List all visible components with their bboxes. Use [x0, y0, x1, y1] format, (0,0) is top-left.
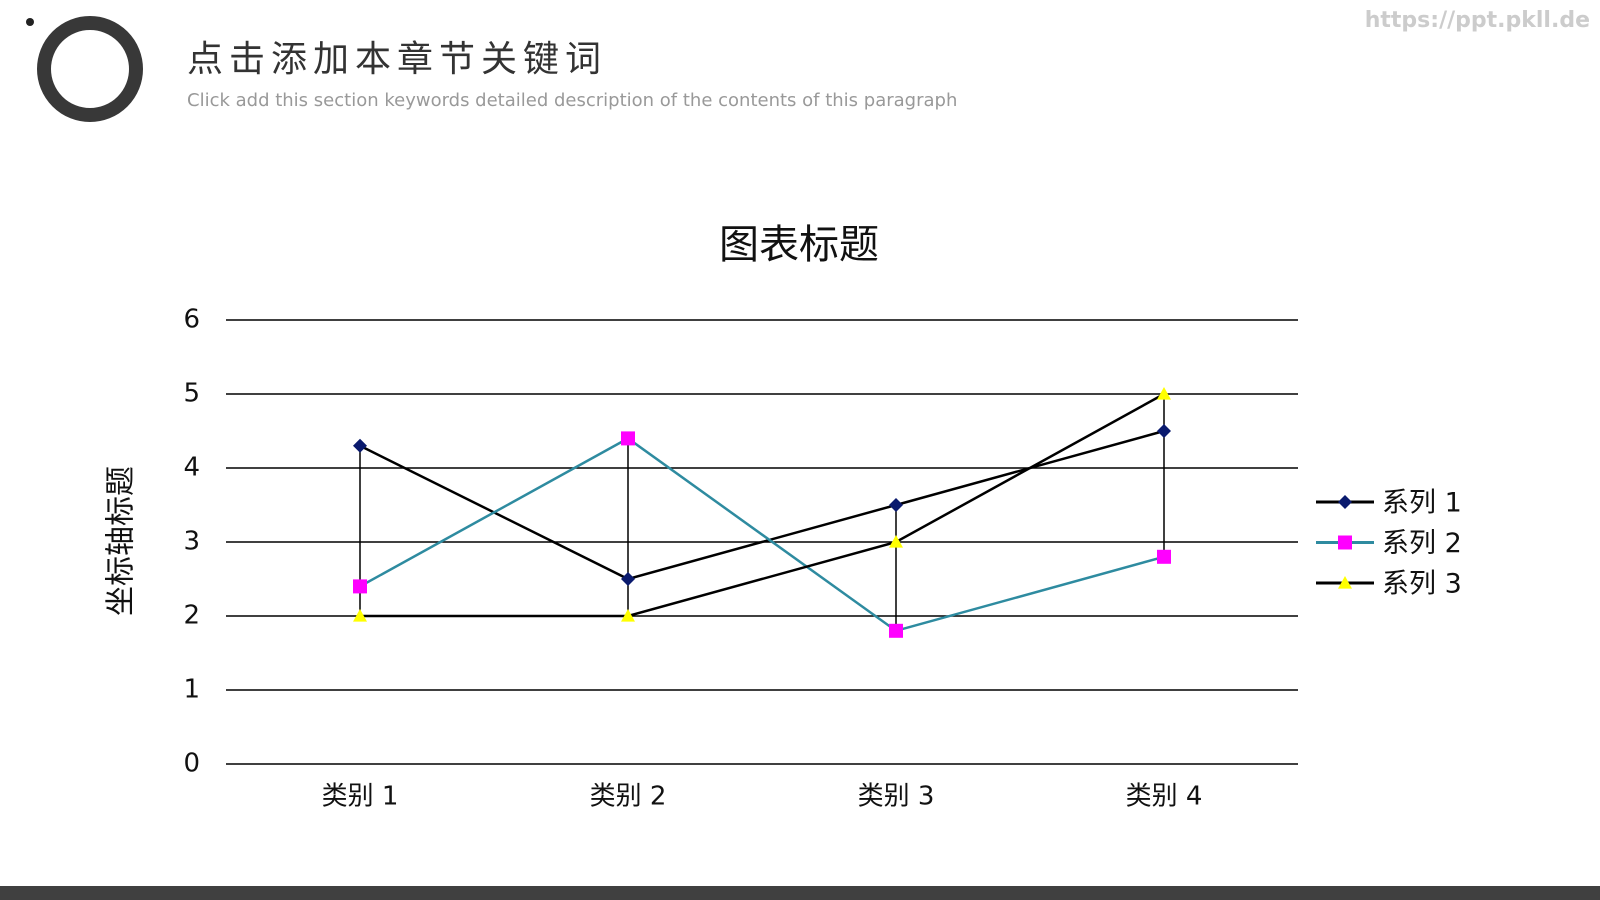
legend-label: 系列 1 [1382, 488, 1462, 519]
y-tick-label: 2 [183, 601, 200, 631]
legend-marker [1338, 576, 1352, 589]
data-point [621, 431, 635, 446]
x-tick-label: 类别 4 [1126, 782, 1203, 812]
legend-label: 系列 3 [1382, 569, 1462, 600]
data-point [353, 609, 367, 622]
y-tick-label: 6 [183, 305, 200, 335]
data-point [889, 498, 903, 512]
data-point [1157, 549, 1171, 564]
data-point [621, 572, 635, 586]
data-point [621, 609, 635, 622]
series-line [360, 392, 1165, 618]
ink-dot [26, 18, 34, 26]
series-line [359, 429, 1165, 581]
data-point [1157, 387, 1171, 400]
series-line [359, 436, 1165, 633]
chart-title: 图表标题 [719, 222, 879, 268]
y-tick-label: 4 [183, 453, 200, 483]
data-point [889, 535, 903, 548]
ink-circle [37, 16, 143, 122]
y-tick-label: 3 [183, 527, 200, 557]
y-tick-label: 0 [183, 749, 200, 779]
header-subtitle: Click add this section keywords detailed… [187, 90, 957, 111]
data-point [353, 579, 367, 594]
header-title: 点击添加本章节关键词 [187, 39, 607, 80]
y-tick-label: 5 [183, 379, 200, 409]
data-point [889, 623, 903, 638]
y-axis-label: 坐标轴标题 [104, 466, 139, 616]
y-tick-label: 1 [183, 675, 200, 705]
legend-marker [1338, 535, 1352, 550]
watermark: https://ppt.pkll.de [1365, 8, 1590, 33]
data-point [353, 438, 367, 453]
x-tick-label: 类别 1 [322, 782, 399, 812]
x-tick-label: 类别 3 [858, 782, 935, 812]
legend-label: 系列 2 [1382, 528, 1462, 559]
x-tick-label: 类别 2 [590, 782, 667, 812]
legend-marker [1338, 495, 1352, 509]
footer-bar [0, 886, 1600, 900]
data-point [1157, 424, 1171, 438]
